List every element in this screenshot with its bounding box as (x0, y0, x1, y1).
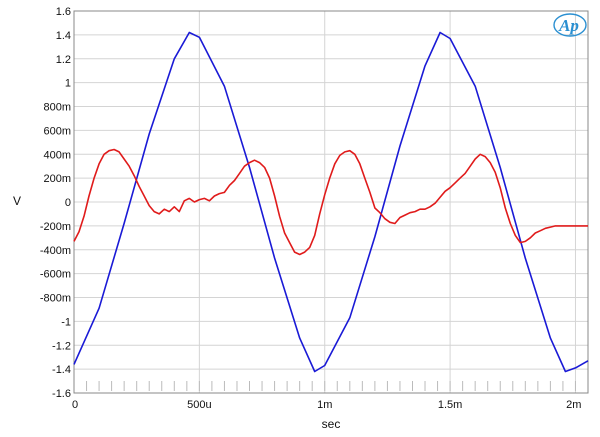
series-line-2 (73, 148, 588, 256)
y-tick-label: -400m (40, 245, 71, 257)
x-tick-label: 2m (566, 399, 581, 411)
y-tick-label: -1.2 (52, 340, 71, 352)
y-tick-label: -800m (40, 293, 71, 305)
x-tick-label: 500u (187, 399, 211, 411)
plot-frame (73, 10, 589, 394)
y-tick-labels: 1.6 1.4 1.2 1 800m 600m 400m 200m 0 -200m -400m -60… (40, 6, 71, 400)
y-axis-title: V (13, 194, 21, 208)
x-tick-label: 1m (317, 399, 332, 411)
grid (73, 10, 588, 394)
y-tick-label: -600m (40, 269, 71, 281)
x-tick-labels: 0 500u 1m 1.5m 2m (72, 399, 581, 411)
y-tick-label: 1.2 (56, 54, 71, 66)
y-tick-label: -1 (61, 316, 71, 328)
y-tick-label: 1 (65, 78, 71, 90)
x-tick-label: 1.5m (438, 399, 462, 411)
x-tick-label: 0 (72, 399, 78, 411)
ap-logo-text: Ap (558, 16, 579, 35)
y-tick-label: 600m (43, 125, 71, 137)
y-tick-label: -1.4 (52, 364, 71, 376)
y-tick-label: 0 (65, 197, 71, 209)
ap-logo: Ap (553, 13, 587, 37)
y-tick-label: 1.6 (56, 6, 71, 18)
y-tick-label: 800m (43, 102, 71, 114)
y-tick-label: -200m (40, 221, 71, 233)
y-tick-label: 200m (43, 173, 71, 185)
y-tick-label: 400m (43, 149, 71, 161)
y-tick-label: 1.4 (56, 30, 71, 42)
y-tick-label: -1.6 (52, 388, 71, 400)
minor-ticks (86, 381, 589, 391)
x-axis-title: sec (322, 417, 341, 431)
series (73, 31, 589, 373)
